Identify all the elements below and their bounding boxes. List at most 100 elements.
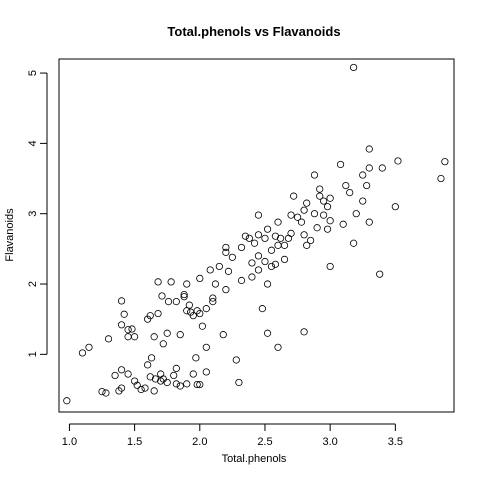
data-point: [141, 384, 149, 392]
data-point: [237, 243, 246, 252]
data-point: [300, 231, 308, 239]
data-point: [274, 241, 282, 249]
x-tick-label: 1.5: [127, 436, 142, 448]
data-point: [124, 326, 132, 334]
data-point: [359, 171, 367, 179]
data-point: [193, 380, 201, 389]
data-point: [263, 225, 272, 233]
data-point: [441, 158, 449, 166]
data-point: [146, 312, 154, 320]
y-axis-label: Flavanoids: [4, 208, 16, 262]
data-point: [176, 331, 184, 339]
data-point: [146, 373, 154, 381]
data-point: [350, 239, 358, 247]
data-point: [172, 297, 180, 306]
data-point: [154, 309, 162, 318]
x-tick-label: 3.0: [323, 436, 338, 448]
plot-box: [58, 58, 455, 413]
data-point: [300, 328, 308, 336]
data-point: [237, 276, 246, 285]
data-point: [376, 270, 384, 278]
data-point: [254, 231, 263, 239]
data-point: [78, 349, 87, 357]
data-point: [176, 382, 184, 390]
data-point: [183, 380, 191, 388]
data-point: [215, 262, 223, 271]
data-point: [290, 192, 298, 200]
chart-title: Total.phenols vs Flavanoids: [167, 24, 340, 39]
data-point: [274, 343, 282, 351]
data-point: [196, 380, 204, 389]
x-tick-label: 1.0: [62, 436, 77, 448]
data-point: [248, 259, 256, 267]
data-point: [147, 354, 156, 362]
data-point: [124, 333, 132, 341]
data-point: [151, 375, 160, 383]
data-point: [222, 286, 230, 294]
data-point: [192, 354, 200, 362]
data-point: [307, 236, 315, 245]
data-point: [196, 274, 204, 282]
data-point: [196, 309, 204, 318]
data-point: [117, 366, 126, 374]
data-point: [274, 218, 282, 226]
data-point: [303, 241, 311, 249]
data-point: [170, 371, 178, 380]
data-point: [320, 211, 328, 219]
data-point: [277, 234, 285, 242]
data-point: [359, 197, 367, 205]
data-point: [287, 229, 295, 237]
data-point: [310, 171, 319, 179]
data-point: [167, 278, 175, 286]
data-point: [164, 297, 173, 306]
data-point: [391, 203, 399, 211]
data-point: [365, 164, 373, 172]
data-point: [128, 325, 136, 333]
data-point: [339, 220, 347, 228]
data-point: [267, 246, 276, 254]
data-point: [323, 225, 332, 233]
data-point: [336, 160, 345, 169]
data-point: [303, 199, 311, 207]
data-point: [280, 255, 289, 264]
data-point: [326, 262, 334, 271]
data-point: [271, 260, 280, 268]
data-point: [261, 234, 269, 242]
data-point: [104, 335, 113, 343]
data-point: [219, 331, 227, 339]
y-tick-label: 2: [27, 281, 39, 287]
data-point: [202, 305, 210, 313]
data-point: [365, 145, 373, 153]
data-point: [159, 340, 167, 348]
data-point: [280, 241, 289, 249]
data-point: [131, 333, 139, 341]
x-tick-label: 3.5: [388, 436, 403, 448]
data-point: [137, 385, 145, 394]
data-point: [267, 262, 276, 271]
data-point: [323, 203, 332, 211]
data-point: [185, 301, 193, 309]
data-point: [209, 294, 217, 302]
data-point: [248, 273, 256, 281]
data-point: [263, 280, 272, 288]
data-point: [261, 257, 269, 266]
data-point: [293, 213, 302, 221]
x-tick-label: 2.5: [257, 436, 272, 448]
data-point: [211, 280, 220, 288]
data-point: [365, 218, 373, 226]
data-point: [154, 278, 162, 286]
data-point: [202, 368, 210, 376]
data-point: [157, 377, 165, 385]
data-point: [163, 329, 171, 337]
data-point: [258, 305, 266, 313]
data-point: [163, 378, 171, 387]
data-point: [183, 280, 191, 288]
data-point: [172, 380, 180, 388]
y-tick-label: 5: [27, 70, 39, 76]
data-point: [150, 333, 158, 341]
data-point: [300, 206, 308, 214]
data-point: [271, 232, 280, 240]
data-point: [235, 378, 243, 387]
x-axis: 1.0 1.5 2.0 2.5 3.0 3.5: [62, 423, 403, 448]
data-point: [202, 343, 210, 351]
